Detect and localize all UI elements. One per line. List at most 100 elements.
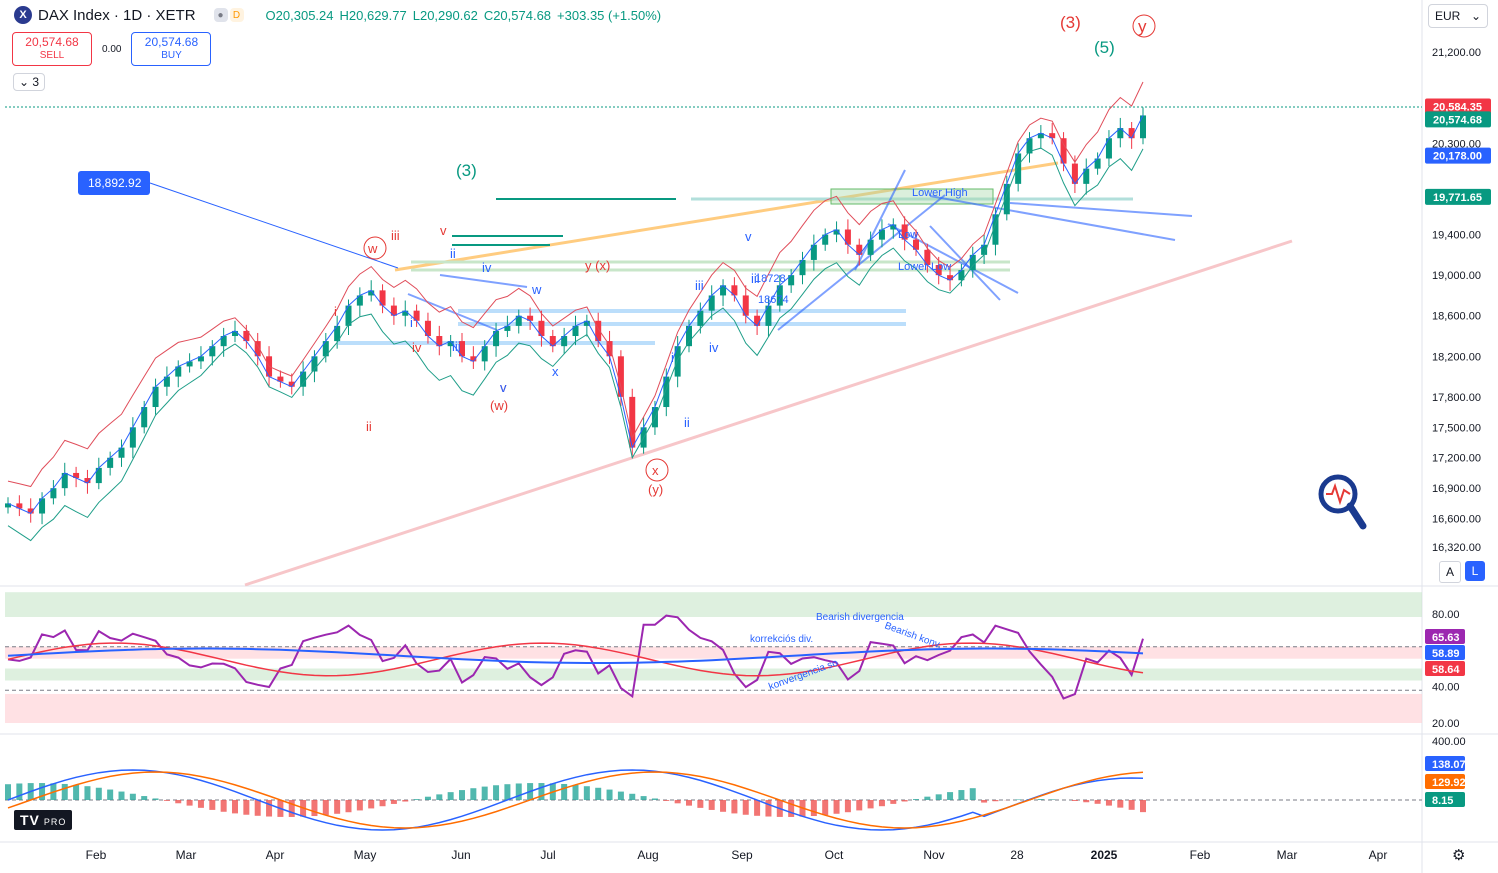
candle-body xyxy=(947,275,954,281)
macd-histogram-bar xyxy=(334,800,341,814)
high-value: H20,629.77 xyxy=(339,7,407,23)
currency-select[interactable]: EUR ⌄ xyxy=(1428,4,1488,28)
logo-text: TV xyxy=(20,812,40,828)
gear-icon[interactable]: ⚙ xyxy=(1452,847,1466,864)
candle-body xyxy=(277,376,284,382)
macd-value-box xyxy=(1425,792,1465,807)
wave-label-blue: i xyxy=(671,350,674,365)
macd-histogram-bar xyxy=(606,789,613,800)
macd-histogram-bar xyxy=(674,800,681,804)
candle-body xyxy=(379,290,386,306)
macd-histogram-bar xyxy=(107,789,114,800)
candle-body xyxy=(447,341,454,347)
tradingview-logo: TV PRO xyxy=(14,810,73,830)
log-scale-button[interactable]: L xyxy=(1465,561,1485,581)
wave-label-green: (5) xyxy=(1094,38,1115,57)
candle-body xyxy=(84,478,91,484)
candle-body xyxy=(141,407,148,428)
macd-histogram-bar xyxy=(254,800,261,816)
macd-histogram-bar xyxy=(867,800,874,809)
candle-body xyxy=(152,386,159,408)
price-tick-label: 20,300.00 xyxy=(1432,138,1481,150)
macd-histogram-bar xyxy=(856,800,863,811)
wave-label-red: y (x) xyxy=(585,258,610,273)
price-tick-label: 18,200.00 xyxy=(1432,351,1481,363)
macd-histogram-bar xyxy=(390,800,397,804)
time-tick-label: Apr xyxy=(1369,848,1388,862)
macd-histogram-bar xyxy=(969,788,976,800)
macd-histogram-bar xyxy=(663,800,670,801)
rsi-value-box xyxy=(1425,661,1465,676)
macd-histogram-bar xyxy=(617,791,624,800)
macd-histogram-bar xyxy=(583,786,590,800)
wave-label-red: (w) xyxy=(490,398,508,413)
candle-body xyxy=(810,244,817,260)
macd-histogram-bar xyxy=(572,784,579,800)
candle-body xyxy=(118,447,125,458)
delayed-badge[interactable]: D xyxy=(229,8,244,22)
buy-label: BUY xyxy=(161,50,182,61)
rsi-line xyxy=(7,614,1144,700)
macd-line xyxy=(7,769,1144,831)
price-tick-label: 19,000.00 xyxy=(1432,270,1481,282)
candle-body xyxy=(844,229,851,245)
wave-label-red: w xyxy=(367,241,378,256)
candle-body xyxy=(606,341,613,357)
candle-body xyxy=(232,330,238,337)
macd-histogram-bar xyxy=(958,790,965,800)
macd-histogram-bar xyxy=(686,800,692,806)
candle-body xyxy=(73,472,80,479)
macd-histogram-bar xyxy=(913,799,919,800)
rsi-overbought-band xyxy=(5,592,1422,617)
macd-histogram-bar xyxy=(1094,800,1101,804)
price-label-text: 20,574.68 xyxy=(1433,114,1482,126)
candle-body xyxy=(822,234,829,245)
macd-value-text: 129.92 xyxy=(1432,777,1466,789)
candle-body xyxy=(459,341,465,357)
indicators-toggle[interactable]: ⌄ 3 xyxy=(13,73,46,91)
rsi-annotation: Bearish konv. xyxy=(883,620,943,651)
candle-body xyxy=(186,361,193,367)
wave-label-blue: Lower Low xyxy=(898,261,951,273)
wave-label-blue: iv xyxy=(709,340,719,355)
buy-button[interactable]: 20,574.68 BUY xyxy=(131,32,212,66)
price-label-box xyxy=(1425,188,1491,205)
auto-scale-button[interactable]: A xyxy=(1439,561,1461,583)
open-value: O20,305.24 xyxy=(265,7,334,23)
macd-histogram-bar xyxy=(118,791,125,800)
macd-histogram-bar xyxy=(481,786,488,800)
macd-histogram-bar xyxy=(220,800,227,812)
candle-body xyxy=(413,310,420,321)
price-label-text: 20,178.00 xyxy=(1433,151,1482,163)
candle-body xyxy=(481,346,488,362)
support-trendline xyxy=(244,239,1293,587)
macd-histogram-bar xyxy=(1049,799,1056,800)
rsi-tick-label: 40.00 xyxy=(1432,682,1460,694)
macd-histogram-bar xyxy=(141,796,148,800)
candle-body xyxy=(935,265,942,276)
wave-label-red: (3) xyxy=(1060,13,1081,32)
symbol-title[interactable]: DAX Index · 1D · XETR xyxy=(38,6,196,24)
candle-body xyxy=(538,320,545,337)
macd-histogram-bar xyxy=(413,799,420,800)
trendline xyxy=(439,274,528,288)
rsi-value-box xyxy=(1425,629,1465,644)
macd-histogram-bar xyxy=(1128,800,1135,810)
macd-histogram-bar xyxy=(538,783,545,800)
candle-body xyxy=(595,320,602,342)
trade-panel: 20,574.68 SELL 0.00 20,574.68 BUY xyxy=(12,32,212,66)
price-tick-label: 16,900.00 xyxy=(1432,483,1481,495)
wave-circle xyxy=(645,458,669,482)
price-tick-label: 17,500.00 xyxy=(1432,422,1481,434)
trendline xyxy=(929,225,1001,301)
macd-histogram-bar xyxy=(1037,799,1044,800)
candle-body xyxy=(197,356,204,362)
sell-button[interactable]: 20,574.68 SELL xyxy=(12,32,92,66)
rsi-annotation: Bearish divergencia xyxy=(816,612,904,623)
macd-histogram-bar xyxy=(243,800,250,815)
candle-body xyxy=(61,472,68,489)
wave-label-red: ii xyxy=(366,419,372,434)
macd-histogram-bar xyxy=(697,800,704,808)
macd-histogram-bar xyxy=(1140,800,1146,813)
